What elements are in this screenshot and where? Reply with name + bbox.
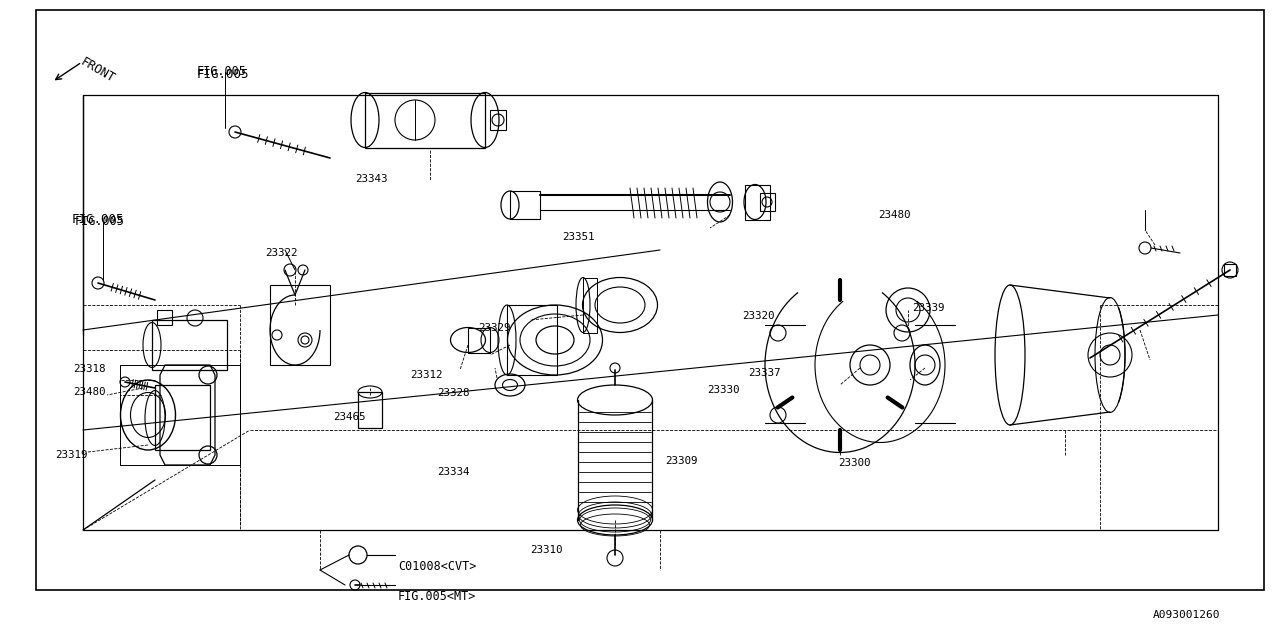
- Text: 23351: 23351: [562, 232, 594, 242]
- Text: 23310: 23310: [530, 545, 562, 555]
- Text: A093001260: A093001260: [1152, 610, 1220, 620]
- Text: 23309: 23309: [666, 456, 698, 466]
- Bar: [507, 305, 557, 375]
- Text: 23322: 23322: [265, 248, 297, 258]
- Text: 23319: 23319: [55, 450, 87, 460]
- Text: FIG.005<MT>: FIG.005<MT>: [398, 590, 476, 603]
- Text: 23337: 23337: [748, 368, 781, 378]
- Bar: [157, 310, 172, 325]
- Text: 23300: 23300: [838, 458, 870, 468]
- Bar: [1224, 264, 1236, 276]
- Text: FIG.005: FIG.005: [197, 65, 247, 78]
- Bar: [509, 191, 540, 219]
- Text: 23334: 23334: [436, 467, 470, 477]
- Text: 23328: 23328: [436, 388, 470, 398]
- Text: 23343: 23343: [355, 174, 388, 184]
- Text: 23339: 23339: [911, 303, 945, 313]
- Text: 23318: 23318: [73, 364, 105, 374]
- Text: FIG.005: FIG.005: [72, 213, 124, 226]
- Text: 23320: 23320: [742, 311, 774, 321]
- Bar: [152, 320, 227, 370]
- Text: C01008<CVT>: C01008<CVT>: [398, 560, 476, 573]
- Bar: [270, 285, 330, 365]
- Text: 23330: 23330: [707, 385, 740, 395]
- Bar: [745, 185, 771, 220]
- Bar: [358, 392, 381, 428]
- Bar: [760, 193, 774, 211]
- Text: 23312: 23312: [410, 370, 443, 380]
- Bar: [490, 110, 506, 130]
- Bar: [468, 328, 490, 353]
- Text: 23480: 23480: [73, 387, 105, 397]
- Bar: [155, 385, 210, 450]
- Text: 23329: 23329: [477, 323, 511, 333]
- Text: FRONT: FRONT: [78, 55, 118, 85]
- Bar: [582, 278, 596, 333]
- Bar: [365, 93, 485, 148]
- Text: FIG.005: FIG.005: [76, 215, 125, 228]
- Text: 23480: 23480: [878, 210, 910, 220]
- Text: FIG.005: FIG.005: [197, 68, 250, 81]
- Text: 23465: 23465: [333, 412, 366, 422]
